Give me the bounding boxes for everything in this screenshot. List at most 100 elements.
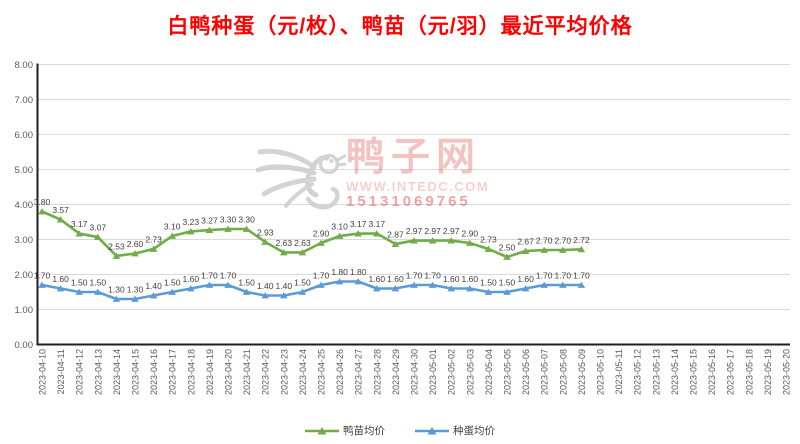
data-point-label: 2.70 bbox=[555, 236, 572, 246]
svg-text:2023-04-20: 2023-04-20 bbox=[224, 349, 234, 395]
data-point-marker bbox=[521, 247, 530, 254]
data-point-label: 2.72 bbox=[573, 235, 590, 245]
data-point-label: 2.73 bbox=[480, 234, 497, 244]
data-point-marker bbox=[577, 245, 586, 253]
data-point-marker bbox=[540, 281, 548, 288]
data-point-marker bbox=[38, 281, 46, 288]
svg-text:2023-05-17: 2023-05-17 bbox=[726, 349, 736, 395]
chart-title: 白鸭种蛋（元/枚）、鸭苗（元/羽）最近平均价格 bbox=[167, 15, 633, 38]
svg-text:2023-04-30: 2023-04-30 bbox=[410, 349, 420, 395]
data-point-label: 3.27 bbox=[201, 216, 218, 226]
data-point-marker bbox=[298, 249, 307, 256]
svg-text:2023-04-21: 2023-04-21 bbox=[242, 349, 252, 395]
data-point-label: 2.97 bbox=[406, 226, 423, 236]
data-point-label: 1.50 bbox=[499, 278, 516, 288]
data-point-label: 1.70 bbox=[555, 271, 572, 281]
data-point-label: 1.50 bbox=[90, 278, 107, 288]
data-point-marker bbox=[466, 285, 474, 292]
data-point-marker bbox=[521, 285, 530, 292]
data-point-marker bbox=[75, 230, 83, 237]
svg-text:2023-04-25: 2023-04-25 bbox=[317, 349, 327, 395]
svg-text:2023-04-17: 2023-04-17 bbox=[168, 349, 178, 395]
data-point-label: 3.30 bbox=[220, 215, 237, 225]
svg-text:4.00: 4.00 bbox=[15, 200, 34, 211]
data-point-label: 2.90 bbox=[313, 229, 330, 239]
svg-text:6.00: 6.00 bbox=[15, 130, 34, 141]
data-point-marker bbox=[112, 252, 121, 259]
duckling-series-marker-icon bbox=[305, 426, 339, 434]
svg-text:1.00: 1.00 bbox=[15, 305, 34, 316]
data-point-marker bbox=[466, 239, 474, 246]
svg-text:2023-04-12: 2023-04-12 bbox=[75, 349, 85, 395]
data-point-label: 2.60 bbox=[127, 239, 144, 249]
data-point-label: 2.87 bbox=[387, 230, 404, 240]
data-point-marker bbox=[187, 228, 195, 235]
data-point-label: 3.23 bbox=[183, 217, 200, 227]
data-point-label: 2.53 bbox=[108, 241, 125, 251]
data-point-label: 1.50 bbox=[480, 278, 497, 288]
data-point-label: 1.70 bbox=[536, 271, 553, 281]
svg-text:2023-04-19: 2023-04-19 bbox=[205, 349, 215, 395]
data-point-label: 1.60 bbox=[387, 274, 404, 284]
svg-text:2023-05-06: 2023-05-06 bbox=[521, 349, 531, 395]
svg-text:2023-05-01: 2023-05-01 bbox=[428, 349, 438, 395]
svg-text:2023-04-11: 2023-04-11 bbox=[56, 349, 66, 394]
svg-text:2023-04-15: 2023-04-15 bbox=[131, 349, 141, 395]
data-point-label: 1.80 bbox=[331, 267, 348, 277]
legend-label-egg: 种蛋均价 bbox=[453, 425, 495, 437]
data-point-marker bbox=[335, 278, 344, 285]
data-point-marker bbox=[75, 288, 83, 295]
svg-text:7.00: 7.00 bbox=[15, 95, 34, 106]
data-point-marker bbox=[373, 230, 381, 237]
svg-text:2023-04-16: 2023-04-16 bbox=[149, 349, 159, 395]
svg-text:0.00: 0.00 bbox=[15, 340, 34, 351]
svg-text:2023-05-18: 2023-05-18 bbox=[744, 349, 754, 395]
data-point-label: 1.70 bbox=[424, 271, 441, 281]
data-point-marker bbox=[410, 281, 418, 288]
svg-text:3.00: 3.00 bbox=[15, 235, 34, 246]
data-point-label: 1.50 bbox=[238, 278, 255, 288]
data-point-marker bbox=[391, 285, 400, 292]
data-point-label: 1.60 bbox=[462, 274, 479, 284]
svg-text:2023-04-18: 2023-04-18 bbox=[186, 349, 196, 395]
data-point-marker bbox=[224, 225, 232, 232]
data-point-marker bbox=[410, 237, 418, 244]
data-point-marker bbox=[94, 288, 102, 295]
data-point-marker bbox=[112, 295, 121, 302]
data-point-marker bbox=[428, 237, 437, 244]
data-point-marker bbox=[56, 216, 65, 223]
legend-item-duckling: 鸭苗均价 bbox=[305, 423, 385, 438]
data-point-label: 2.90 bbox=[462, 229, 479, 239]
data-point-label: 1.60 bbox=[369, 274, 386, 284]
legend-label-duckling: 鸭苗均价 bbox=[343, 425, 385, 437]
svg-text:2023-05-19: 2023-05-19 bbox=[763, 349, 773, 395]
data-point-label: 1.30 bbox=[108, 285, 125, 295]
data-point-label: 1.60 bbox=[517, 274, 534, 284]
data-point-label: 1.30 bbox=[127, 285, 144, 295]
svg-text:2023-05-20: 2023-05-20 bbox=[782, 349, 792, 395]
gridlines bbox=[38, 64, 790, 345]
data-point-label: 1.40 bbox=[257, 281, 274, 291]
data-point-label: 2.63 bbox=[294, 238, 311, 248]
svg-text:5.00: 5.00 bbox=[15, 165, 34, 176]
data-point-label: 1.50 bbox=[294, 278, 311, 288]
svg-text:2023-05-15: 2023-05-15 bbox=[689, 349, 699, 395]
data-point-marker bbox=[559, 246, 567, 253]
data-point-marker bbox=[131, 250, 139, 257]
data-point-label: 1.70 bbox=[573, 271, 590, 281]
data-point-marker bbox=[56, 285, 65, 292]
svg-text:2023-04-14: 2023-04-14 bbox=[112, 349, 122, 395]
data-point-label: 2.97 bbox=[424, 226, 441, 236]
data-point-label: 3.80 bbox=[34, 197, 51, 207]
data-point-marker bbox=[280, 249, 288, 256]
data-point-label: 1.50 bbox=[164, 278, 181, 288]
series-duckling: 3.803.573.17 3.072.53 2.60 2.733.10 3.23 3.27… bbox=[34, 197, 590, 260]
data-point-label: 1.70 bbox=[201, 271, 218, 281]
svg-text:2023-05-16: 2023-05-16 bbox=[707, 349, 717, 395]
svg-text:2023-04-13: 2023-04-13 bbox=[93, 349, 103, 395]
svg-text:2023-05-07: 2023-05-07 bbox=[540, 349, 550, 395]
data-point-marker bbox=[503, 288, 511, 295]
data-point-marker bbox=[335, 232, 344, 239]
y-axis-labels: 0.00 1.00 2.00 3.00 4.00 5.00 6.00 7.00 8.00 bbox=[15, 60, 34, 351]
svg-text:2023-05-10: 2023-05-10 bbox=[596, 349, 606, 395]
